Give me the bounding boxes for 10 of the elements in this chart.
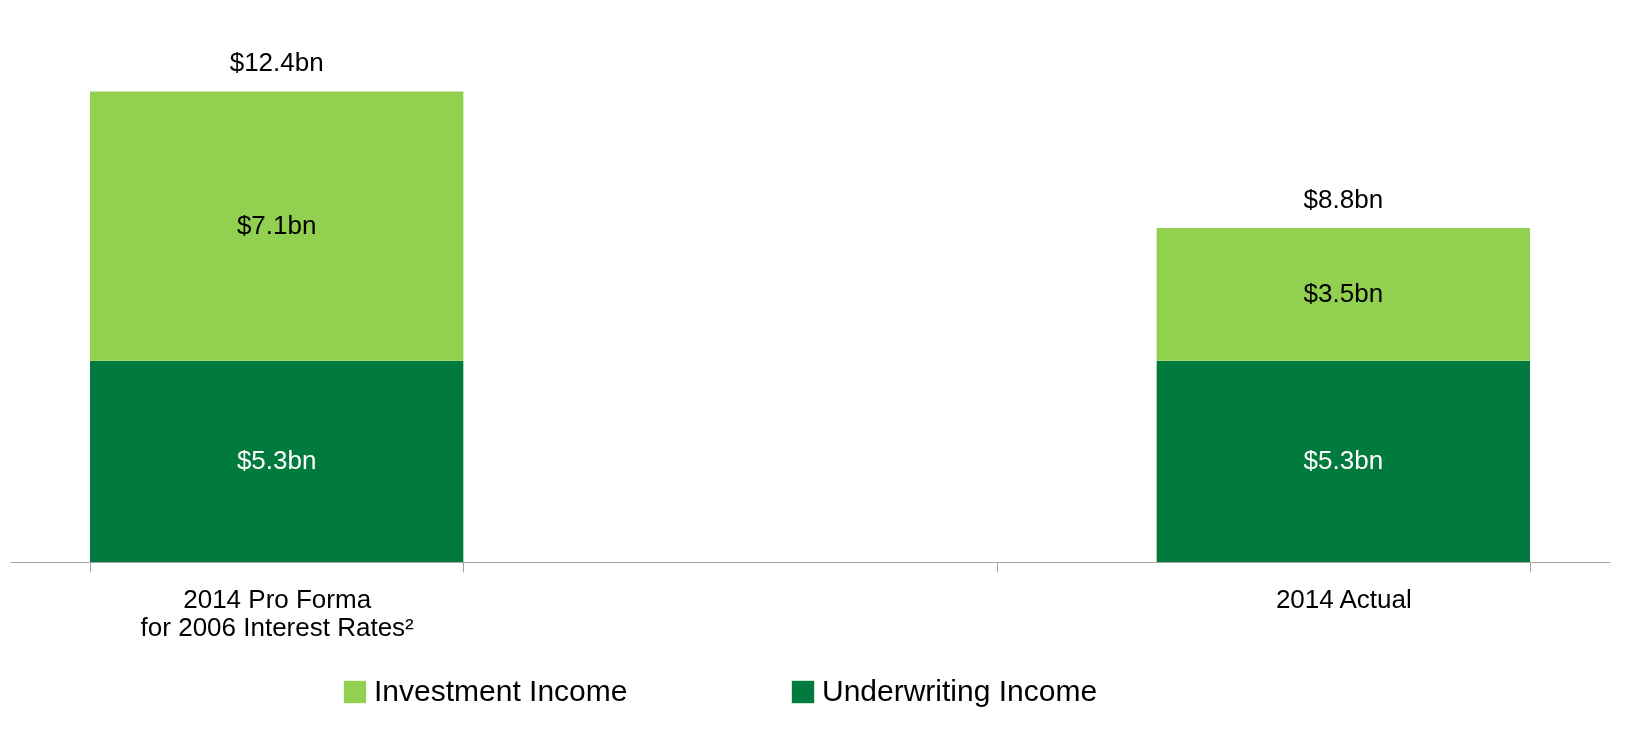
x-tick-label: 2014 Actual: [1275, 583, 1412, 614]
x-tick-label: 2014 Pro Forma for 2006 Interest Rates²: [140, 583, 415, 642]
data-label: $7.1bn: [236, 210, 317, 241]
data-label: $5.3bn: [1303, 445, 1384, 476]
total-label: $12.4bn: [229, 47, 324, 78]
total-label: $8.8bn: [1303, 184, 1384, 215]
data-label: $5.3bn: [236, 445, 317, 476]
legend-label: Underwriting Income: [822, 674, 1098, 707]
legend-label: Investment Income: [374, 674, 628, 707]
data-label: $3.5bn: [1303, 278, 1384, 309]
